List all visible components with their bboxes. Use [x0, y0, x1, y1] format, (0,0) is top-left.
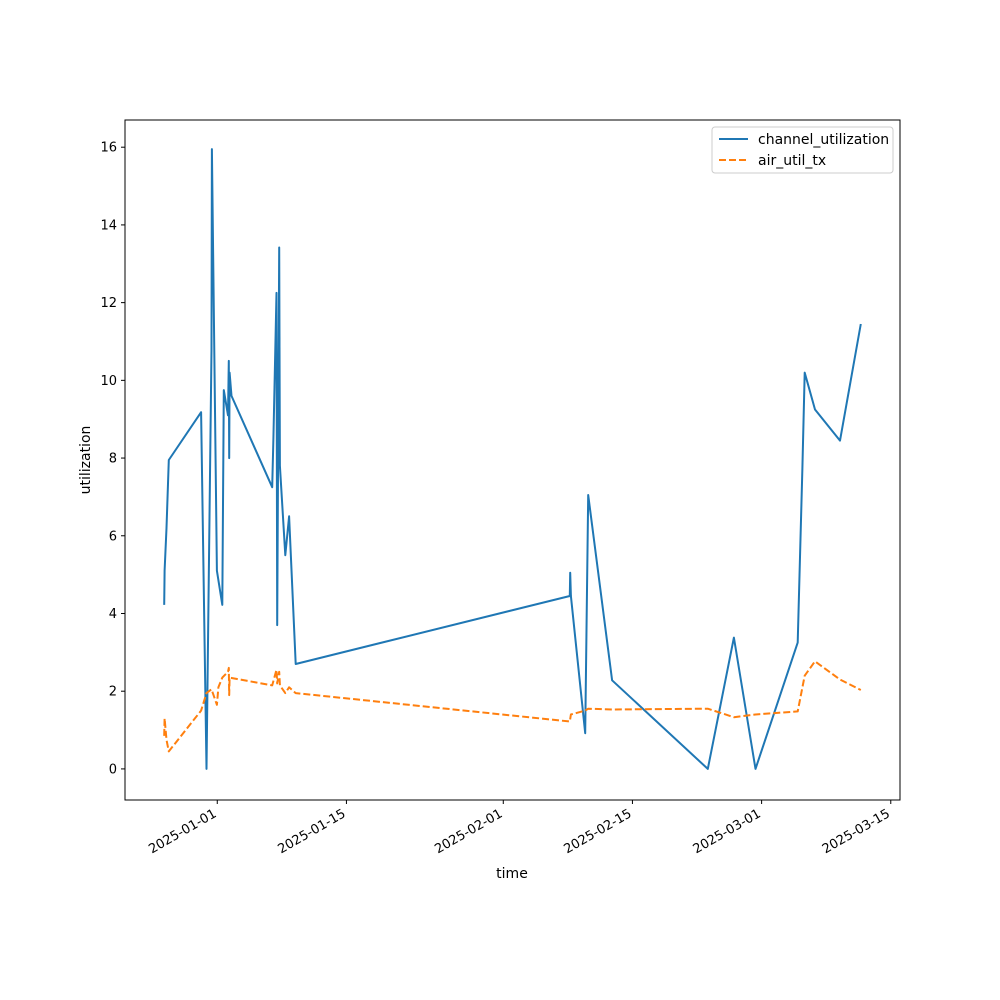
y-tick-label: 0	[109, 762, 117, 777]
y-tick-label: 14	[100, 218, 117, 233]
legend-label-air-util-tx: air_util_tx	[758, 153, 826, 169]
x-axis-label: time	[496, 866, 528, 882]
legend-box	[711, 126, 894, 174]
y-tick-label: 6	[109, 529, 117, 544]
series-line-air-util-tx	[163, 660, 862, 753]
y-tick-label: 4	[109, 607, 117, 622]
series-line-channel-utilization	[163, 148, 862, 770]
y-tick-label: 16	[100, 141, 117, 156]
y-tick-label: 8	[109, 452, 117, 467]
y-axis: 0 2 4 6 8 10 12 14 16	[100, 141, 125, 777]
plot-frame	[124, 119, 901, 801]
series-layer	[163, 148, 862, 770]
y-tick-label: 12	[100, 296, 117, 311]
y-tick-label: 2	[109, 685, 117, 700]
legend-label-channel-utilization: channel_utilization	[758, 132, 889, 148]
y-axis-label: utilization	[78, 426, 94, 495]
y-tick-label: 10	[100, 374, 117, 389]
legend: channel_utilization air_util_tx	[711, 126, 894, 174]
